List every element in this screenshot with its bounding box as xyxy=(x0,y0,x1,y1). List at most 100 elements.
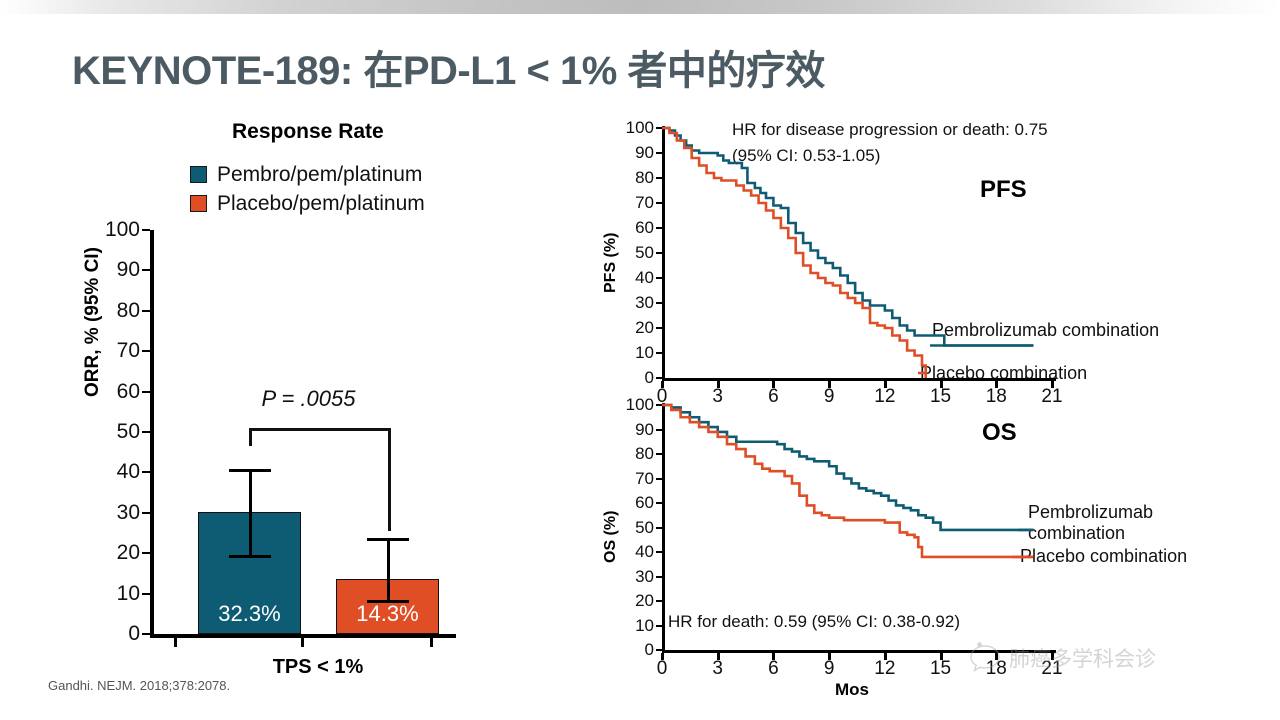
os-x-axis xyxy=(662,650,1056,653)
pfs-y-tick-mark xyxy=(656,252,662,254)
pfs-y-axis xyxy=(662,126,665,381)
os-y-tick-label: 0 xyxy=(644,640,654,659)
pfs-x-tick-mark xyxy=(828,381,832,388)
bar-y-tick-label: 20 xyxy=(116,541,140,565)
os-x-tick-label: 12 xyxy=(874,658,896,679)
error-bar-cap xyxy=(366,538,409,542)
pfs-y-tick-label: 70 xyxy=(635,193,654,212)
pfs-y-tick-label: 20 xyxy=(635,318,654,337)
pfs-x-tick-label: 3 xyxy=(712,386,723,407)
os-x-tick-mark xyxy=(772,653,776,660)
legend-label-pembro: Pembro/pem/platinum xyxy=(217,162,423,186)
os-y-tick-mark xyxy=(656,404,662,406)
speech-bubble-icon xyxy=(970,642,1000,673)
bar-y-tick-mark xyxy=(142,552,150,555)
os-y-tick-mark xyxy=(656,453,662,455)
pfs-y-tick-mark xyxy=(656,177,662,179)
bar-chart-category-label: TPS < 1% xyxy=(272,656,364,678)
os-y-tick-label: 70 xyxy=(635,468,654,488)
os-chart: OS (%) OS HR for death: 0.59 (95% CI: 0.… xyxy=(600,395,1260,699)
pfs-hr-annotation-line2: (95% CI: 0.53-1.05) xyxy=(732,146,881,165)
bar-y-tick-label: 100 xyxy=(104,218,140,241)
pfs-x-tick-label: 15 xyxy=(929,386,952,407)
pfs-y-tick-mark xyxy=(656,127,662,129)
bar-x-tick-mark xyxy=(174,638,177,647)
pfs-x-tick-label: 9 xyxy=(823,386,835,407)
os-y-tick-label: 100 xyxy=(625,395,654,414)
pfs-y-tick-mark xyxy=(656,202,662,204)
os-x-tick-mark xyxy=(939,653,943,660)
pfs-x-tick-mark xyxy=(661,381,664,388)
bar-y-tick-mark xyxy=(142,350,150,353)
legend-swatch-orange xyxy=(190,195,207,212)
bar-x-tick-mark xyxy=(430,638,433,647)
os-x-tick-mark xyxy=(995,653,999,660)
bar-y-tick-mark xyxy=(142,471,150,474)
os-y-tick-label: 50 xyxy=(635,517,654,537)
os-y-tick-label: 30 xyxy=(635,566,654,586)
bar-y-tick-label: 10 xyxy=(116,581,140,605)
pfs-x-tick-label: 12 xyxy=(874,386,896,407)
pfs-x-tick-mark xyxy=(995,381,999,388)
pfs-curve-label-pembro: Pembrolizumab combination xyxy=(932,319,1160,340)
os-y-tick-mark xyxy=(656,477,662,480)
p-value-annotation: P = .0055 xyxy=(261,385,356,411)
os-y-tick-label: 80 xyxy=(635,444,654,463)
pfs-y-tick-label: 50 xyxy=(635,243,654,262)
bar-y-tick-mark xyxy=(142,511,150,514)
os-y-tick-label: 40 xyxy=(635,542,654,561)
os-y-tick-mark xyxy=(656,551,662,553)
pfs-x-tick-mark xyxy=(772,381,776,388)
page-title: KEYNOTE-189: 在PD-L1 < 1% 者中的疗效 xyxy=(72,49,825,93)
error-bar-cap xyxy=(228,469,271,473)
bar-pembro-value-label: 32.3% xyxy=(218,600,281,626)
pfs-y-tick-label: 80 xyxy=(635,168,654,187)
pfs-y-tick-mark xyxy=(656,352,662,354)
os-x-tick-mark xyxy=(883,653,887,660)
pfs-y-tick-label: 100 xyxy=(625,118,654,137)
pfs-y-tick-label: 0 xyxy=(644,368,654,387)
citation-text: Gandhi. NEJM. 2018;378:2078. xyxy=(48,678,231,693)
legend-item-pembro: Pembro/pem/platinum xyxy=(190,160,425,189)
bar-y-tick-label: 90 xyxy=(116,258,140,282)
bar-chart-y-axis xyxy=(150,230,154,636)
os-y-tick-mark xyxy=(656,526,662,529)
bar-y-tick-mark xyxy=(142,269,150,272)
pfs-x-tick-label: 21 xyxy=(1041,386,1063,407)
os-y-tick-label: 60 xyxy=(635,493,654,512)
legend-item-placebo: Placebo/pem/platinum xyxy=(190,189,425,218)
pfs-x-tick-label: 0 xyxy=(656,386,668,407)
pfs-x-tick-mark xyxy=(1051,381,1054,388)
os-x-tick-label: 3 xyxy=(712,658,723,679)
bar-y-tick-mark xyxy=(142,229,150,231)
response-rate-bar-chart: ORR, % (95% CI) 0 10 20 30 40 50 60 70 80 90 100 3… xyxy=(82,218,468,678)
os-y-tick-label: 90 xyxy=(635,419,654,439)
bar-y-tick-mark xyxy=(142,592,150,595)
os-y-axis xyxy=(662,403,665,653)
bar-placebo-value-label: 14.3% xyxy=(356,600,419,626)
pfs-y-tick-mark xyxy=(656,277,662,279)
legend-swatch-teal xyxy=(190,166,207,183)
os-curve-label-pembro-line1: Pembrolizumab xyxy=(1028,501,1154,522)
os-x-tick-mark xyxy=(828,653,832,660)
os-curve-pembro xyxy=(662,403,1034,532)
os-curve-placebo xyxy=(662,403,1034,559)
pfs-x-axis xyxy=(662,378,1056,381)
bar-chart-x-axis xyxy=(150,634,456,638)
os-x-tick-label: 18 xyxy=(985,658,1007,679)
top-decorative-band xyxy=(0,0,1280,14)
bar-y-tick-label: 50 xyxy=(116,420,140,443)
error-bar-cap xyxy=(228,555,271,559)
pfs-hr-annotation-line1: HR for disease progression or death: 0.7… xyxy=(732,120,1048,139)
os-x-tick-mark xyxy=(661,653,664,660)
pfs-y-tick-mark xyxy=(656,377,662,379)
pfs-y-tick-label: 10 xyxy=(635,343,654,362)
os-x-tick-label: 15 xyxy=(929,658,952,679)
os-y-tick-mark xyxy=(656,428,662,431)
bar-pembro: 32.3% xyxy=(198,511,301,634)
os-y-tick-mark xyxy=(656,649,662,651)
pfs-x-tick-mark xyxy=(716,381,720,388)
significance-bracket-right xyxy=(387,427,391,531)
os-heading: OS xyxy=(982,419,1017,446)
error-bar-line xyxy=(386,539,390,601)
